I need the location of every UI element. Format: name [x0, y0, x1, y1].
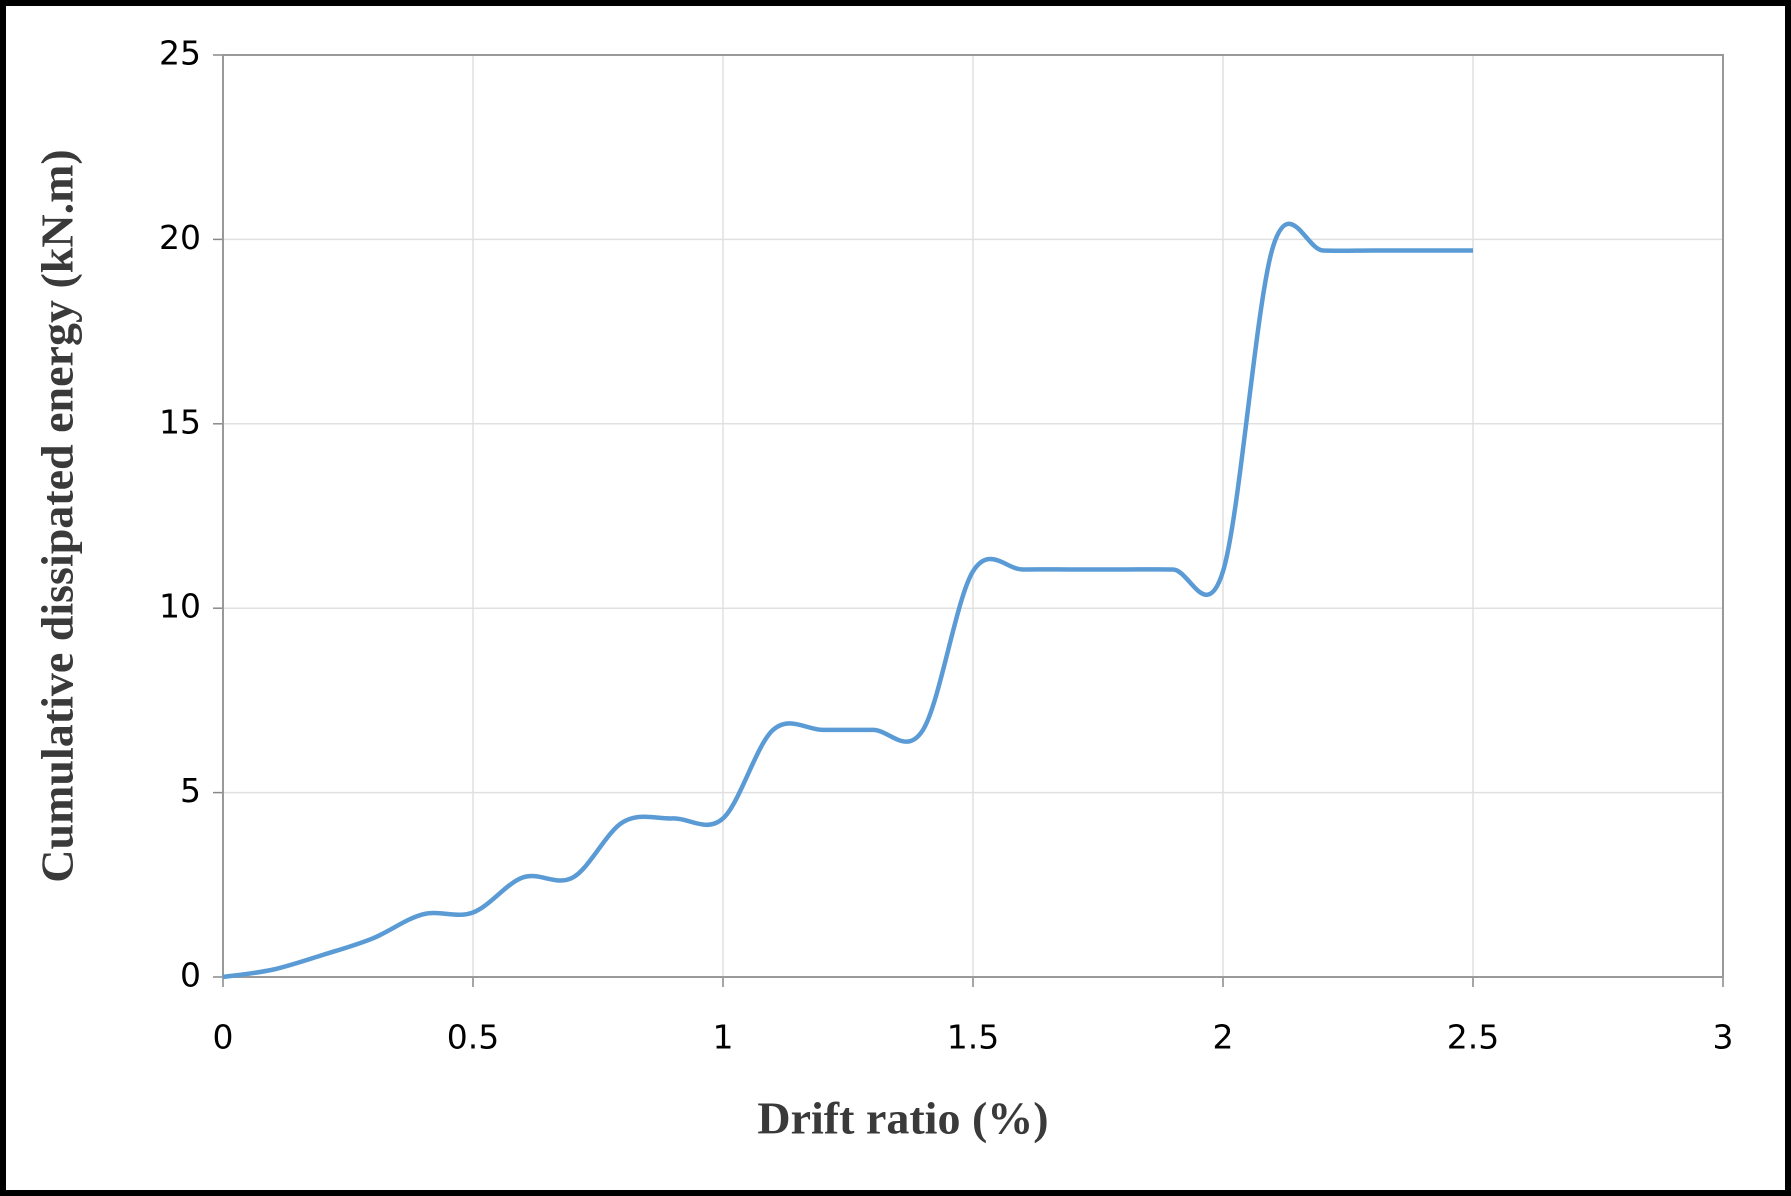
x-tick-label: 2 — [1213, 1018, 1234, 1057]
y-axis-title: Cumulative dissipated energy (kN.m) — [32, 149, 83, 882]
data-line — [222, 221, 1473, 980]
x-tick-label: 1.5 — [947, 1018, 999, 1057]
plot-frame — [222, 54, 1724, 978]
x-tick-label: 1 — [713, 1018, 734, 1057]
y-tick-label: 25 — [159, 34, 201, 73]
y-tick-label: 20 — [159, 218, 201, 257]
x-tick-label: 0.5 — [447, 1018, 499, 1057]
y-tick-label: 10 — [159, 587, 201, 626]
x-tick-label: 0 — [213, 1018, 234, 1057]
y-tick-label: 0 — [180, 956, 201, 995]
x-tick-label: 2.5 — [1447, 1018, 1499, 1057]
x-tick-label: 3 — [1713, 1018, 1734, 1057]
x-axis-title: Drift ratio (%) — [757, 1093, 1048, 1144]
y-tick-label: 5 — [180, 771, 201, 810]
y-tick-label: 15 — [159, 402, 201, 441]
